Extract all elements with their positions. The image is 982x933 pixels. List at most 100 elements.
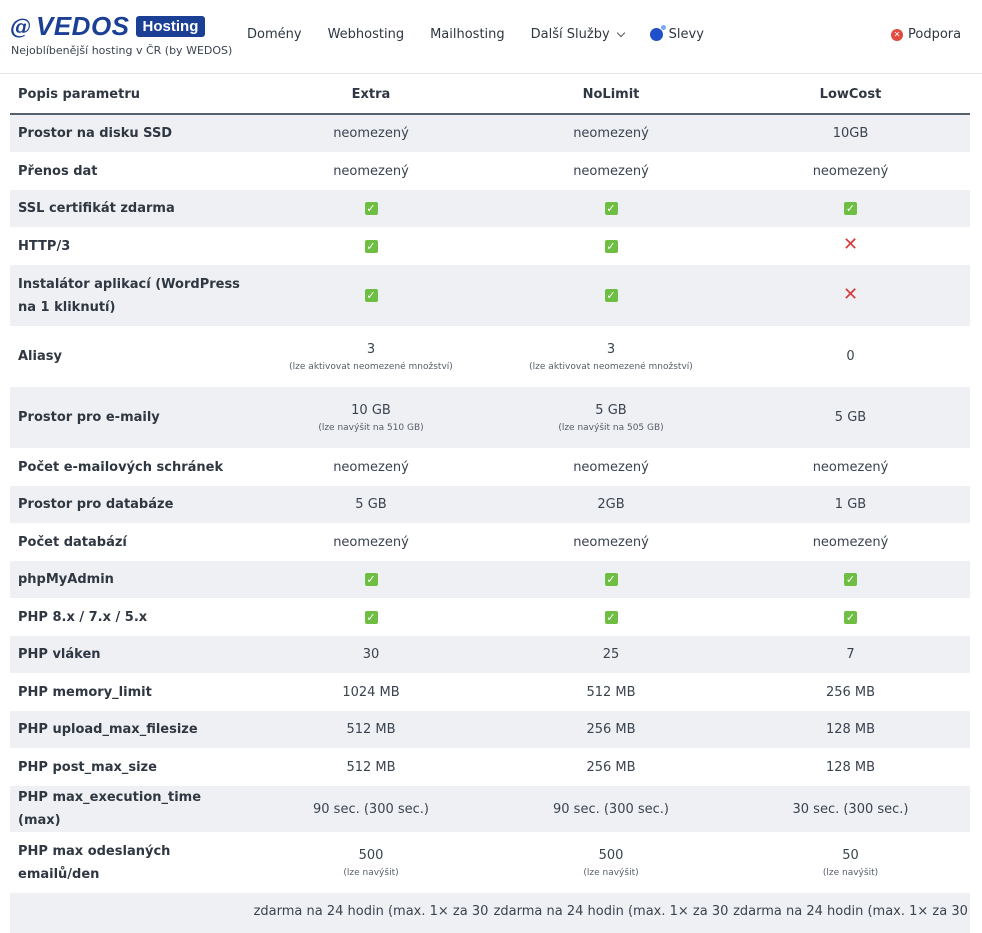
table-cell: 5 GB <box>251 486 491 523</box>
cross-icon: ✕ <box>842 234 859 255</box>
table-cell: 128 MB <box>731 711 970 748</box>
table-cell: ✓ <box>491 265 731 326</box>
cell-value: 512 MB <box>346 759 396 775</box>
cell-value: 30 sec. (300 sec.) <box>792 801 909 817</box>
support-link[interactable]: ✕ Podpora <box>891 27 961 42</box>
cell-value: 30 <box>362 647 380 662</box>
row-label: Počet e-mailových schránek <box>18 459 224 475</box>
table-row: Počet e-mailových schránek neomezený neome… <box>10 448 970 486</box>
vedos-logo[interactable]: @ VEDOS Hosting <box>10 11 206 41</box>
table-cell: 2GB <box>491 486 731 523</box>
cell-value: 256 MB <box>825 684 876 700</box>
cell-value: 90 sec. (300 sec.) <box>553 801 669 817</box>
cell-value: neomezený <box>333 163 409 179</box>
table-cell: 256 MB <box>491 748 731 786</box>
table-cell: 10GB <box>731 114 970 152</box>
cell-value: 2GB <box>597 497 625 512</box>
row-label: Přenos dat <box>18 163 98 179</box>
table-cell: 30 <box>251 636 491 673</box>
row-label: PHP memory_limit <box>18 684 152 700</box>
table-cell: 5 GB (lze navýšit na 505 GB) <box>491 387 731 448</box>
cell-value: 1 GB <box>834 497 867 512</box>
nav-item-mailhosting[interactable]: Mailhosting <box>430 27 505 42</box>
logo-mark-icon: @ <box>10 13 31 39</box>
table-cell: 0 <box>731 326 970 387</box>
nav-item-dalsi-sluzby[interactable]: Další Služby <box>531 27 625 42</box>
table-cell: 10 GB (lze navýšit na 510 GB) <box>251 387 491 448</box>
row-label: SSL certifikát zdarma <box>10 190 251 227</box>
logo-badge: Hosting <box>135 15 206 37</box>
cell-value: neomezený <box>333 459 409 475</box>
tagline: Nejoblíbenější hosting v ČR (by WEDOS) <box>11 44 233 57</box>
table-cell: zdarma na 24 hodin (max. 1× za 30 <box>491 893 731 933</box>
cell-note: (lze navýšit na 505 GB) <box>558 422 664 433</box>
cell-value: 3 <box>606 341 616 357</box>
table-cell: neomezený <box>731 448 970 486</box>
table-row: Prostor pro databáze 5 GB 2GB 1 GB <box>10 486 970 523</box>
table-cell: 5 GB <box>731 387 970 448</box>
support-label: Podpora <box>908 27 962 42</box>
table-cell: ✓ <box>251 265 491 326</box>
row-label: Počet databází <box>18 534 127 550</box>
check-icon: ✓ <box>844 202 857 215</box>
cell-value: 90 sec. (300 sec.) <box>313 801 429 817</box>
table-cell: 3 (lze aktivovat neomezené množství) <box>251 326 491 387</box>
table-cell: neomezený <box>251 523 491 561</box>
table-cell: ✓ <box>491 561 731 598</box>
row-label: PHP post_max_size <box>18 759 157 775</box>
cell-value: zdarma na 24 hodin (max. 1× za 30 <box>733 904 968 919</box>
cell-value: 512 MB <box>586 684 636 700</box>
table-cell: ✓ <box>731 561 970 598</box>
row-label: Instalátor aplikací (WordPress na 1 klik… <box>10 265 251 326</box>
row-label: Aliasy <box>18 349 62 364</box>
cross-icon: ✕ <box>842 283 859 305</box>
cell-note: (lze navýšit) <box>343 867 399 878</box>
cell-value: 10 GB <box>351 402 391 418</box>
table-row: Prostor pro e-maily 10 GB (lze navýšit na … <box>10 387 970 448</box>
row-label: PHP upload_max_filesize <box>10 711 251 748</box>
cell-value: neomezený <box>333 126 409 141</box>
nav-item-domeny[interactable]: Domény <box>247 27 302 42</box>
table-cell: ✓ <box>731 598 970 636</box>
table-cell: 512 MB <box>251 748 491 786</box>
check-icon: ✓ <box>364 610 378 624</box>
check-icon: ✓ <box>364 573 378 586</box>
row-label: Prostor pro e-maily <box>10 387 251 448</box>
table-cell: neomezený <box>731 523 970 561</box>
table-cell: ✓ <box>251 190 491 227</box>
nav-item-label: Slevy <box>668 27 704 42</box>
cell-value: neomezený <box>812 534 889 550</box>
lifebuoy-icon: ✕ <box>891 28 903 41</box>
table-cell: 128 MB <box>731 748 970 786</box>
row-label: Prostor pro databáze <box>10 486 251 523</box>
nav-item-slevy[interactable]: Slevy <box>649 25 704 42</box>
cell-value: 7 <box>846 647 855 662</box>
discount-icon <box>649 25 666 41</box>
table-cell: ✓ <box>251 227 491 265</box>
cell-value: 256 MB <box>586 759 636 775</box>
cell-value: zdarma na 24 hodin (max. 1× za 30 <box>493 904 729 919</box>
nav-item-label: Domény <box>247 27 302 42</box>
cell-note: (lze aktivovat neomezené množství) <box>529 361 693 372</box>
cell-note: (lze navýšit) <box>583 867 639 878</box>
table-row: SSL certifikát zdarma ✓ ✓ ✓ <box>10 190 970 227</box>
cell-value: 128 MB <box>825 722 876 737</box>
table-cell: 1024 MB <box>251 673 491 711</box>
cell-value: 500 <box>358 847 384 863</box>
table-cell: 3 (lze aktivovat neomezené množství) <box>491 326 731 387</box>
cell-value: neomezený <box>333 534 409 550</box>
table-cell: neomezený <box>491 152 731 190</box>
nav-item-webhosting[interactable]: Webhosting <box>328 27 405 42</box>
table-cell: 30 sec. (300 sec.) <box>731 786 970 832</box>
table-row: zdarma na 24 hodin (max. 1× za 30 zdarma … <box>10 893 970 933</box>
table-cell: neomezený <box>731 152 970 190</box>
comparison-table-wrap: Popis parametru Extra NoLimit LowCost Pr… <box>10 76 970 933</box>
check-icon: ✓ <box>364 289 378 302</box>
check-icon: ✓ <box>604 239 618 253</box>
table-row: phpMyAdmin ✓ ✓ ✓ <box>10 561 970 598</box>
table-cell: neomezený <box>491 448 731 486</box>
table-cell: 256 MB <box>731 673 970 711</box>
table-cell: 256 MB <box>491 711 731 748</box>
row-label: phpMyAdmin <box>10 561 251 598</box>
row-label: PHP max_execution_time (max) <box>10 786 251 832</box>
